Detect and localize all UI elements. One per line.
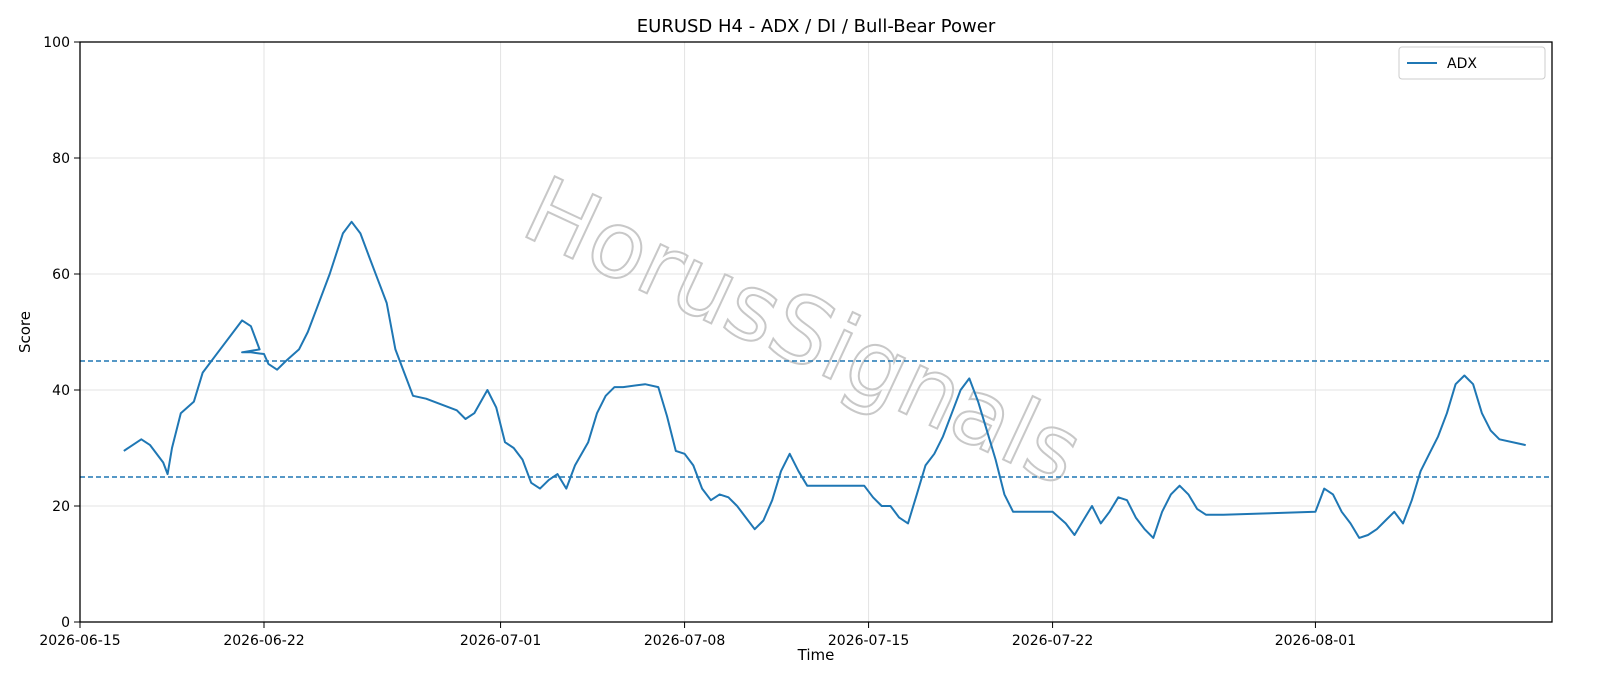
chart-title: EURUSD H4 - ADX / DI / Bull-Bear Power <box>637 16 996 37</box>
y-tick-label: 60 <box>52 267 70 283</box>
x-tick-label: 2026-07-01 <box>460 633 541 649</box>
x-tick-label: 2026-06-15 <box>39 633 120 649</box>
x-axis-title: Time <box>797 646 835 664</box>
grid <box>79 41 1552 623</box>
y-tick-label: 100 <box>43 35 70 51</box>
axis-ticks: 0 20 40 60 80 100 2026-06-15 2026-06-22 2026-07-… <box>39 35 1356 649</box>
x-tick-label: 2026-07-15 <box>828 633 909 649</box>
y-axis-title: Score <box>16 311 34 353</box>
reference-lines <box>80 360 1552 478</box>
y-tick-label: 0 <box>61 615 70 631</box>
y-tick-label: 20 <box>52 499 70 515</box>
x-tick-label: 2026-06-22 <box>223 633 304 649</box>
legend-box <box>1398 46 1546 80</box>
series-line-adx <box>123 220 1526 539</box>
legend: ADX <box>1398 46 1546 80</box>
x-tick-label: 2026-07-08 <box>644 633 725 649</box>
y-tick-label: 40 <box>52 383 70 399</box>
plot-frame <box>79 41 1553 623</box>
series-layer <box>123 220 1526 539</box>
x-tick-label: 2026-08-01 <box>1275 633 1356 649</box>
legend-label: ADX <box>1447 56 1477 72</box>
y-tick-label: 80 <box>52 151 70 167</box>
x-tick-label: 2026-07-22 <box>1012 633 1093 649</box>
